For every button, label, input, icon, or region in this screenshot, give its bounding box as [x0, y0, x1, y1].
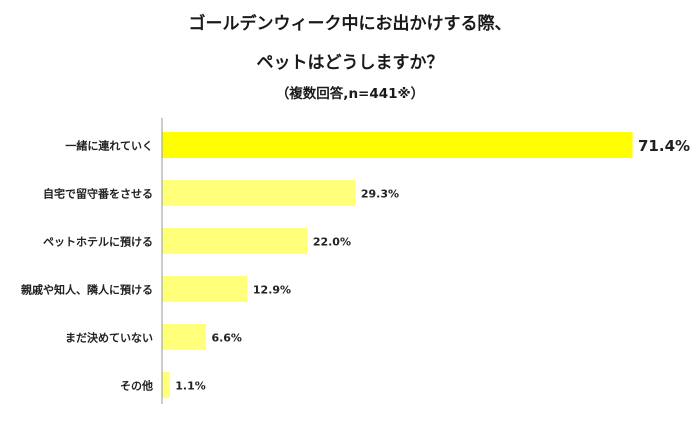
category-label: その他 [120, 379, 153, 393]
category-label: 一緒に連れていく [65, 139, 153, 153]
bar [162, 132, 633, 158]
bar [162, 228, 308, 254]
value-label: 71.4% [638, 137, 690, 155]
bar [162, 276, 248, 302]
value-label: 1.1% [175, 380, 206, 393]
chart-subtitle: （複数回答,n=441※） [275, 86, 425, 102]
chart-title-line1: ゴールデンウィーク中にお出かけする際、 [188, 14, 512, 34]
bar [162, 372, 170, 398]
value-label: 6.6% [211, 332, 242, 345]
value-label: 12.9% [253, 284, 291, 297]
category-label: 自宅で留守番をさせる [43, 187, 153, 201]
chart-title-line2: ペットはどうしますか？ [256, 53, 444, 73]
bar [162, 324, 206, 350]
category-label: 親戚や知人、隣人に預ける [21, 283, 153, 297]
bar [162, 180, 356, 206]
category-label: ペットホテルに預ける [43, 235, 153, 249]
category-label: まだ決めていない [65, 331, 153, 345]
value-label: 29.3% [361, 188, 399, 201]
value-label: 22.0% [313, 236, 351, 249]
